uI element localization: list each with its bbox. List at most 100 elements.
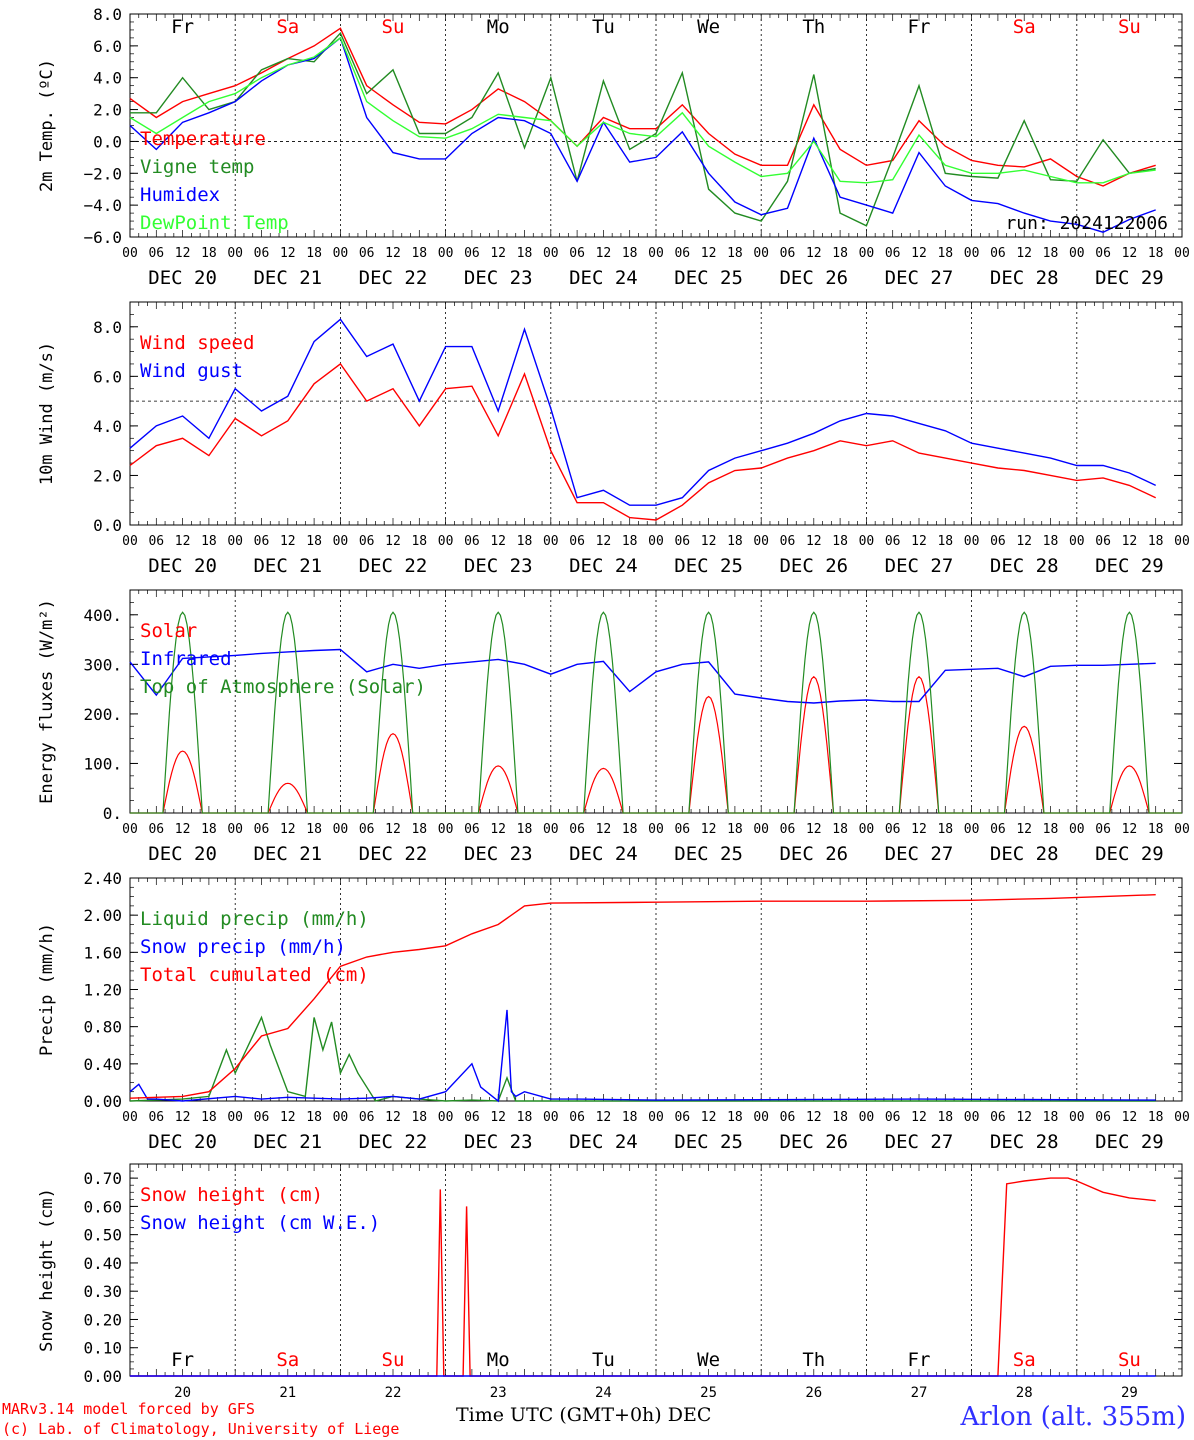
hour-label: 06 <box>1095 1110 1111 1125</box>
hour-label: 00 <box>543 1110 559 1125</box>
series-line <box>129 318 1156 506</box>
y-tick-label: 400. <box>83 606 122 625</box>
day-number-label: 23 <box>490 1385 507 1401</box>
run-annotation: run: 2024122006 <box>1005 213 1168 234</box>
y-tick-label: 300. <box>83 655 122 674</box>
hour-label: 12 <box>175 1110 191 1125</box>
hour-label: 00 <box>1069 822 1085 837</box>
legend-entry: Vigne temp <box>140 156 254 178</box>
hour-label: 00 <box>753 1110 769 1125</box>
hour-label: 12 <box>175 822 191 837</box>
hour-label: 06 <box>464 1110 480 1125</box>
hour-label: 18 <box>201 534 217 549</box>
hour-label: 00 <box>543 246 559 261</box>
hour-label: 00 <box>964 246 980 261</box>
hour-label: 18 <box>727 246 743 261</box>
weekday-label: Th <box>802 1349 825 1371</box>
hour-label: 00 <box>227 1110 243 1125</box>
hour-label: 06 <box>464 534 480 549</box>
legend-entry: Total cumulated (cm) <box>140 964 369 986</box>
hour-label: 00 <box>1069 1110 1085 1125</box>
y-tick-label: 0.0 <box>93 516 122 535</box>
day-label: DEC 23 <box>464 843 533 865</box>
hour-label: 06 <box>359 246 375 261</box>
hour-label: 06 <box>1095 822 1111 837</box>
y-tick-label: 0.00 <box>83 1092 122 1111</box>
y-tick-label: 4.0 <box>93 69 122 88</box>
hour-label: 00 <box>438 246 454 261</box>
y-tick-label: 100. <box>83 754 122 773</box>
hour-label: 18 <box>411 822 427 837</box>
hour-label: 12 <box>701 822 717 837</box>
weekday-label: Sa <box>276 1349 299 1371</box>
weekday-label: Su <box>1118 1349 1141 1371</box>
hour-label: 18 <box>1148 534 1164 549</box>
hour-label: 00 <box>964 822 980 837</box>
day-label: DEC 28 <box>990 267 1059 289</box>
hour-label: 18 <box>1148 822 1164 837</box>
day-label: DEC 27 <box>885 555 954 577</box>
legend-entry: Wind gust <box>140 360 243 382</box>
hour-label: 06 <box>674 1110 690 1125</box>
hour-label: 18 <box>1148 1110 1164 1125</box>
hour-label: 06 <box>359 534 375 549</box>
series-line <box>130 31 1156 227</box>
hour-label: 00 <box>648 534 664 549</box>
day-label: DEC 24 <box>569 843 638 865</box>
legend-entry: Infrared <box>140 648 232 670</box>
hour-label: 06 <box>780 1110 796 1125</box>
day-label: DEC 26 <box>779 843 848 865</box>
day-number-label: 29 <box>1121 1385 1138 1401</box>
hour-label: 12 <box>1016 822 1032 837</box>
hour-label: 12 <box>701 246 717 261</box>
hour-label: 00 <box>1174 246 1190 261</box>
hour-label: 00 <box>333 246 349 261</box>
hour-label: 18 <box>727 822 743 837</box>
y-tick-label: 200. <box>83 705 122 724</box>
hour-label: 06 <box>254 534 270 549</box>
day-label: DEC 23 <box>464 267 533 289</box>
y-tick-label: 8.0 <box>93 318 122 337</box>
legend-entry: Solar <box>140 620 197 642</box>
hour-label: 18 <box>622 246 638 261</box>
day-label: DEC 21 <box>253 843 322 865</box>
hour-label: 18 <box>937 822 953 837</box>
hour-label: 18 <box>937 534 953 549</box>
series-line <box>129 36 1156 184</box>
hour-label: 06 <box>569 246 585 261</box>
hour-label: 00 <box>438 1110 454 1125</box>
hour-label: 06 <box>780 822 796 837</box>
y-tick-label: 0.10 <box>83 1339 122 1358</box>
station-label: Arlon (alt. 355m) <box>960 1402 1186 1432</box>
hour-label: 12 <box>490 822 506 837</box>
hour-label: 18 <box>306 246 322 261</box>
y-axis-label: 10m Wind (m/s) <box>37 342 57 485</box>
hour-label: 00 <box>438 534 454 549</box>
hour-label: 06 <box>674 822 690 837</box>
hour-label: 18 <box>727 534 743 549</box>
hour-label: 12 <box>1122 1110 1138 1125</box>
y-tick-label: 0.40 <box>83 1055 122 1074</box>
hour-label: 00 <box>964 1110 980 1125</box>
hour-label: 12 <box>1122 822 1138 837</box>
hour-label: 18 <box>306 534 322 549</box>
hour-label: 12 <box>1016 534 1032 549</box>
y-tick-label: 0.70 <box>83 1169 122 1188</box>
hour-label: 06 <box>359 1110 375 1125</box>
hour-label: 06 <box>148 822 164 837</box>
y-tick-label: 0.60 <box>83 1197 122 1216</box>
y-tick-label: 2.0 <box>93 101 122 120</box>
hour-label: 00 <box>333 1110 349 1125</box>
hour-label: 12 <box>806 534 822 549</box>
hour-label: 00 <box>753 246 769 261</box>
hour-label: 06 <box>780 534 796 549</box>
y-tick-label: 2.00 <box>83 906 122 925</box>
legend-entry: Wind speed <box>140 332 254 354</box>
hour-label: 06 <box>148 1110 164 1125</box>
day-label: DEC 26 <box>779 267 848 289</box>
hour-label: 00 <box>1174 822 1190 837</box>
legend-entry: DewPoint Temp <box>140 212 289 234</box>
hour-label: 12 <box>806 246 822 261</box>
weekday-label: Tu <box>592 1349 615 1371</box>
hour-label: 18 <box>622 822 638 837</box>
